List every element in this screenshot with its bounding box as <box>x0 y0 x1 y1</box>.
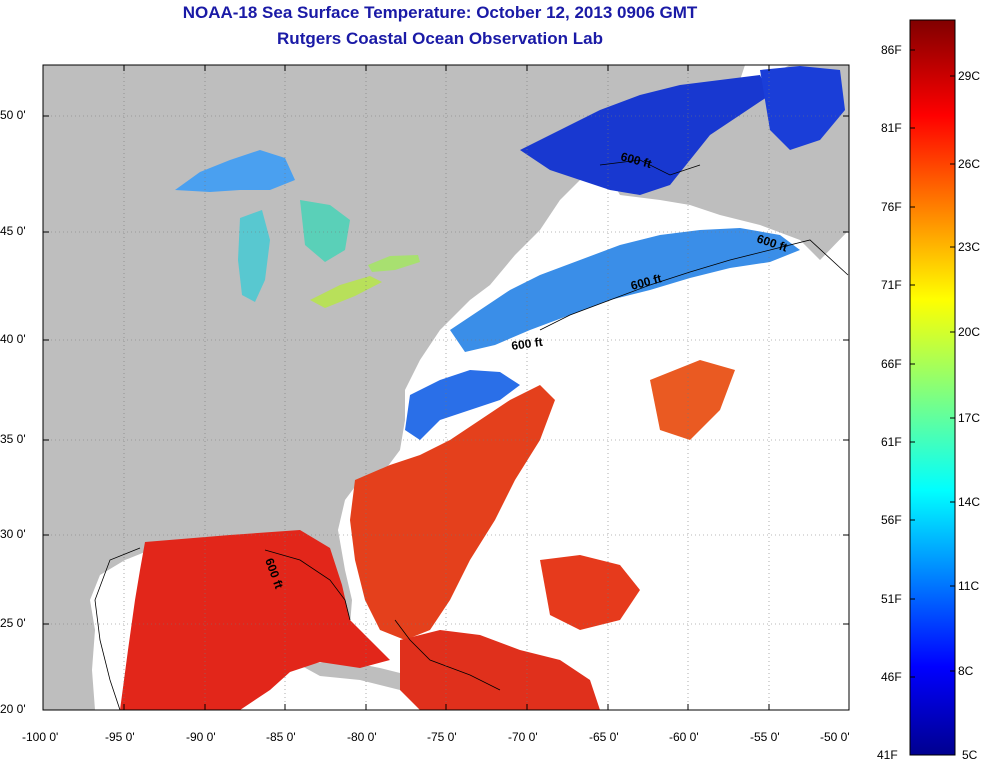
map-subtitle: Rutgers Coastal Ocean Observation Lab <box>277 29 603 48</box>
colorbar-c-label-5: 5C <box>962 748 978 762</box>
colorbar-f-label-86: 86F <box>881 43 902 57</box>
colorbar-f-label-81: 81F <box>881 121 902 135</box>
colorbar-f-label-61: 61F <box>881 435 902 449</box>
map-panel: 600 ft 600 ft 600 ft 600 ft 600 ft <box>43 65 849 710</box>
lon-label-80: -80 0' <box>347 730 377 744</box>
colorbar-f-label-41: 41F <box>877 748 898 762</box>
lake-huron <box>300 200 350 262</box>
lon-label-65: -65 0' <box>589 730 619 744</box>
lon-label-60: -60 0' <box>669 730 699 744</box>
lon-label-95: -95 0' <box>105 730 135 744</box>
colorbar-f-label-46: 46F <box>881 670 902 684</box>
colorbar-c-label-20: 20C <box>958 325 981 339</box>
gulf-of-st-lawrence-cold-water <box>520 75 770 195</box>
lon-label-70: -70 0' <box>508 730 538 744</box>
colorbar-f-label-56: 56F <box>881 513 902 527</box>
lat-label-30: 30 0' <box>0 527 26 541</box>
north-america-land <box>43 65 745 710</box>
bahamas-warm-water <box>400 630 600 710</box>
600ft-contours <box>94 159 849 710</box>
colorbar-c-label-11: 11C <box>958 579 980 593</box>
lat-label-50: 50 0' <box>0 108 26 122</box>
lat-label-40: 40 0' <box>0 332 26 346</box>
contour-label-mid-atlantic: 600 ft <box>510 335 543 353</box>
colorbar-c-label-26: 26C <box>958 157 981 171</box>
offshore-warm-patch <box>540 555 640 630</box>
lon-label-85: -85 0' <box>266 730 296 744</box>
colorbar-c-label-17: 17C <box>958 411 981 425</box>
colorbar-f-label-76: 76F <box>881 200 902 214</box>
labrador-cold-water <box>760 66 845 150</box>
lon-label-75: -75 0' <box>427 730 457 744</box>
axis-ticks <box>43 65 849 710</box>
colorbar-f-label-71: 71F <box>881 278 902 292</box>
gulf-stream-warm-water <box>350 385 555 640</box>
colorbar-c-label-8: 8C <box>958 664 974 678</box>
lat-label-45: 45 0' <box>0 224 26 238</box>
lake-erie <box>310 276 382 308</box>
colorbar-c-label-14: 14C <box>958 495 981 509</box>
lake-ontario <box>368 255 420 272</box>
colorbar-c-label-29: 29C <box>958 69 981 83</box>
offshore-warm-patch-2 <box>650 360 735 440</box>
lat-label-35: 35 0' <box>0 432 26 446</box>
colorbar-f-label-51: 51F <box>881 592 902 606</box>
lon-label-100: -100 0' <box>22 730 59 744</box>
lake-michigan <box>238 210 270 302</box>
colorbar-f-label-66: 66F <box>881 357 902 371</box>
gulf-of-maine-cold-water <box>450 228 800 352</box>
lon-label-50: -50 0' <box>820 730 850 744</box>
map-title: NOAA-18 Sea Surface Temperature: October… <box>182 3 698 22</box>
lon-label-55: -55 0' <box>750 730 780 744</box>
colorbar-c-label-23: 23C <box>958 240 981 254</box>
mid-atlantic-mixed-water <box>405 370 520 440</box>
temperature-colorbar <box>909 19 956 756</box>
lat-label-20: 20 0' <box>0 702 26 716</box>
lat-label-25: 25 0' <box>0 616 26 630</box>
lon-label-90: -90 0' <box>186 730 216 744</box>
colorbar-ticks <box>910 49 955 678</box>
